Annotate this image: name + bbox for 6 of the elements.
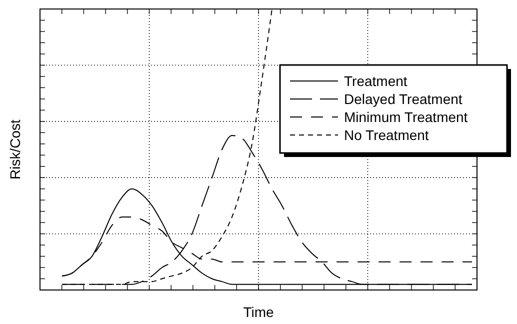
x-axis-title: Time: [243, 304, 274, 320]
legend-label: Minimum Treatment: [344, 109, 468, 125]
legend-label: No Treatment: [344, 127, 429, 143]
y-axis-title: Risk/Cost: [7, 119, 23, 180]
legend-label: Treatment: [344, 73, 408, 89]
legend-label: Delayed Treatment: [344, 91, 462, 107]
